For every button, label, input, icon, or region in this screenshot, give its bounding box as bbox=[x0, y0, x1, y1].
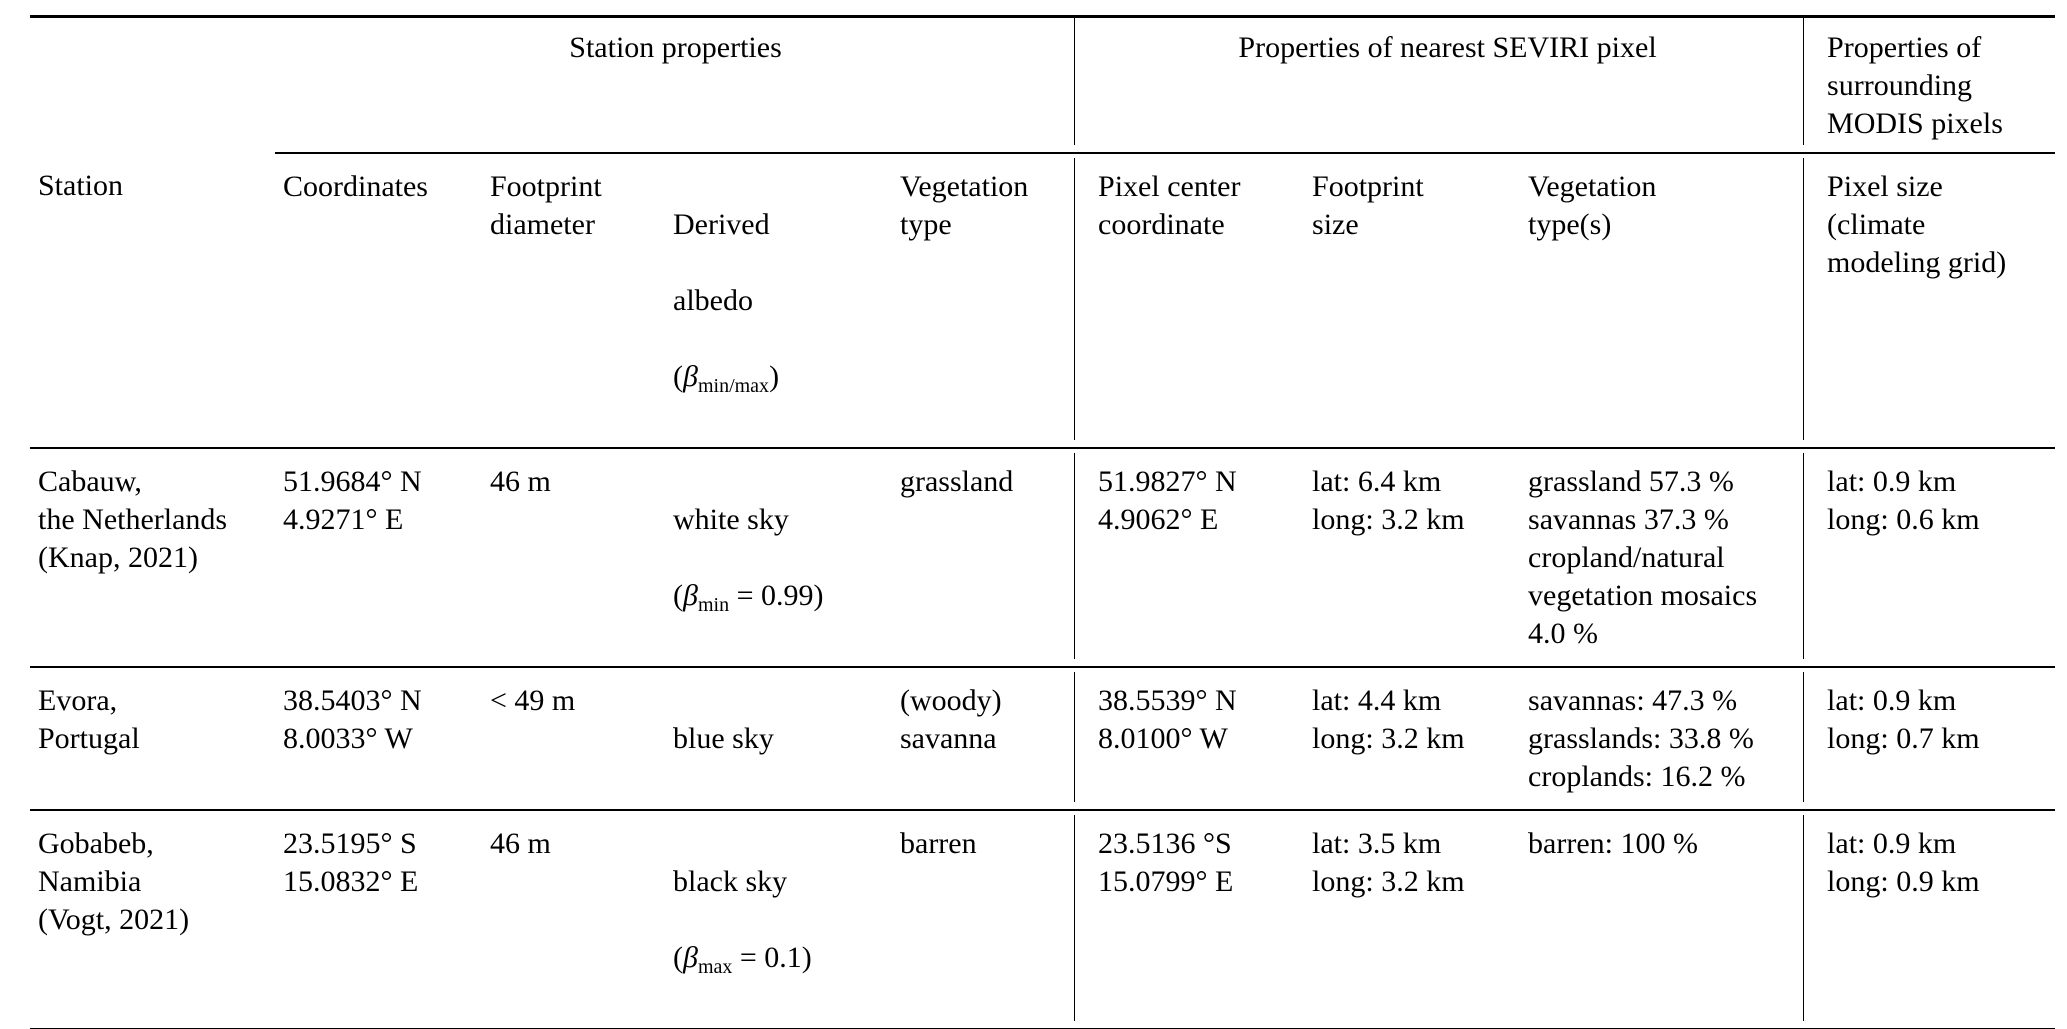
cell-vegetation-types: savannas: 47.3 % grasslands: 33.8 % crop… bbox=[1520, 667, 1804, 811]
group-header-seviri-pixel: Properties of nearest SEVIRI pixel bbox=[1074, 16, 1804, 154]
cell-coordinates: 51.9684° N 4.9271° E bbox=[275, 448, 482, 668]
paper-page: Station properties Properties of nearest… bbox=[0, 15, 2067, 1029]
col-header-vegetation-type: Vegetation type bbox=[892, 153, 1075, 449]
albedo-header-line2: albedo bbox=[673, 284, 753, 317]
group-header-modis-pixels: Properties of surrounding MODIS pixels bbox=[1803, 16, 2056, 154]
albedo-header-beta-line: (βmin/max) bbox=[673, 358, 886, 396]
col-header-vegetation-types: Vegetation type(s) bbox=[1520, 153, 1804, 449]
column-header-row: Station Coordinates Footprint diameter D… bbox=[30, 153, 2056, 449]
beta-subscript: min/max bbox=[697, 374, 770, 397]
beta-symbol: β bbox=[683, 360, 698, 393]
albedo-sky: black sky bbox=[673, 865, 788, 898]
col-header-coordinates: Coordinates bbox=[275, 153, 482, 449]
cell-coordinates: 23.5195° S 15.0832° E bbox=[275, 810, 482, 1029]
albedo-beta-line: (βmin = 0.99) bbox=[673, 577, 886, 615]
open-paren: ( bbox=[673, 579, 683, 612]
cell-footprint-diameter: 46 m bbox=[482, 448, 665, 668]
albedo-value: = 0.1) bbox=[732, 941, 812, 974]
albedo-beta-line: (βmax = 0.1) bbox=[673, 939, 886, 977]
col-header-station: Station bbox=[30, 153, 275, 449]
col-header-pixel-center: Pixel center coordinate bbox=[1074, 153, 1305, 449]
cell-pixel-center: 51.9827° N 4.9062° E bbox=[1074, 448, 1305, 668]
cell-coordinates: 38.5403° N 8.0033° W bbox=[275, 667, 482, 811]
cell-derived-albedo: white sky (βmin = 0.99) bbox=[665, 448, 892, 668]
col-header-footprint-diameter: Footprint diameter bbox=[482, 153, 665, 449]
albedo-sky: blue sky bbox=[673, 722, 774, 755]
cell-pixel-center: 23.5136 °S 15.0799° E bbox=[1074, 810, 1305, 1029]
cell-vegetation-type: barren bbox=[892, 810, 1075, 1029]
table-row-cabauw: Cabauw, the Netherlands (Knap, 2021) 51.… bbox=[30, 448, 2056, 668]
albedo-value: = 0.99) bbox=[729, 579, 824, 612]
cell-derived-albedo: black sky (βmax = 0.1) bbox=[665, 810, 892, 1029]
close-paren: ) bbox=[769, 360, 780, 393]
beta-subscript: min bbox=[697, 593, 730, 616]
col-header-derived-albedo: Derived albedo (βmin/max) bbox=[665, 153, 892, 449]
cell-pixel-center: 38.5539° N 8.0100° W bbox=[1074, 667, 1305, 811]
station-seviri-modis-table: Station properties Properties of nearest… bbox=[30, 15, 2056, 1029]
open-paren: ( bbox=[673, 941, 683, 974]
beta-subscript: max bbox=[697, 955, 733, 978]
cell-footprint-size: lat: 3.5 km long: 3.2 km bbox=[1304, 810, 1521, 1029]
cell-footprint-diameter: 46 m bbox=[482, 810, 665, 1029]
cell-footprint-diameter: < 49 m bbox=[482, 667, 665, 811]
cell-station: Evora, Portugal bbox=[30, 667, 275, 811]
group-header-spacer bbox=[30, 17, 275, 154]
table-row-evora: Evora, Portugal 38.5403° N 8.0033° W < 4… bbox=[30, 667, 2056, 811]
cell-footprint-size: lat: 6.4 km long: 3.2 km bbox=[1304, 448, 1521, 668]
cell-station: Gobabeb, Namibia (Vogt, 2021) bbox=[30, 810, 275, 1029]
group-header-row: Station properties Properties of nearest… bbox=[30, 16, 2056, 154]
cell-vegetation-types: grassland 57.3 % savannas 37.3 % croplan… bbox=[1520, 448, 1804, 668]
cell-footprint-size: lat: 4.4 km long: 3.2 km bbox=[1304, 667, 1521, 811]
cell-pixel-size: lat: 0.9 km long: 0.9 km bbox=[1803, 810, 2056, 1029]
col-header-pixel-size: Pixel size (climate modeling grid) bbox=[1803, 153, 2056, 449]
cell-vegetation-type: (woody) savanna bbox=[892, 667, 1075, 811]
cell-vegetation-type: grassland bbox=[892, 448, 1075, 668]
group-header-station-properties: Station properties bbox=[275, 16, 1075, 154]
table-row-gobabeb: Gobabeb, Namibia (Vogt, 2021) 23.5195° S… bbox=[30, 810, 2056, 1029]
cell-station: Cabauw, the Netherlands (Knap, 2021) bbox=[30, 448, 275, 668]
open-paren: ( bbox=[673, 360, 683, 393]
beta-symbol: β bbox=[683, 579, 698, 612]
albedo-header-line1: Derived bbox=[673, 208, 770, 241]
cell-pixel-size: lat: 0.9 km long: 0.7 km bbox=[1803, 667, 2056, 811]
beta-symbol: β bbox=[683, 941, 698, 974]
cell-vegetation-types: barren: 100 % bbox=[1520, 810, 1804, 1029]
cell-pixel-size: lat: 0.9 km long: 0.6 km bbox=[1803, 448, 2056, 668]
cell-derived-albedo: blue sky bbox=[665, 667, 892, 811]
albedo-sky: white sky bbox=[673, 503, 789, 536]
col-header-footprint-size: Footprint size bbox=[1304, 153, 1521, 449]
